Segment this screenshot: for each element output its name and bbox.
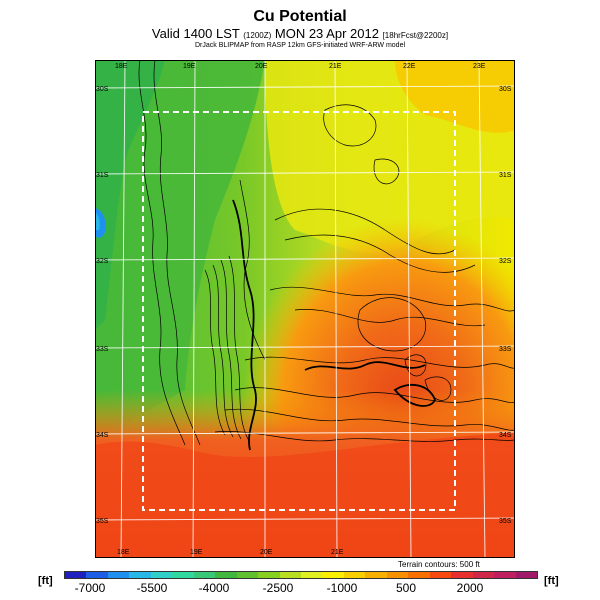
map-border [95, 60, 515, 558]
lat-label: 32S [499, 258, 512, 265]
legend-swatch [451, 572, 473, 578]
lon-label: 22E [403, 63, 416, 70]
lat-label: 31S [499, 172, 512, 179]
inner-domain-box [142, 111, 456, 511]
field-green-west [95, 60, 265, 440]
lon-label: 18E [115, 63, 128, 70]
lat-label: 34S [96, 432, 109, 439]
lat-label: 30S [96, 86, 109, 93]
lon-labels-top: 18E 19E 20E 21E 22E 23E [115, 63, 486, 70]
legend-swatch [472, 572, 495, 578]
lat-label: 35S [96, 518, 109, 525]
legend-unit-left: [ft] [38, 575, 53, 587]
valid-time: Valid 1400 LST [151, 26, 240, 41]
legend-swatch [429, 572, 452, 578]
legend-tick: -5500 [136, 581, 168, 595]
terrain-note: Terrain contours: 500 ft [398, 560, 480, 569]
lon-label: 20E [255, 63, 268, 70]
legend-swatch [193, 572, 216, 578]
legend-swatch [343, 572, 366, 578]
legend-swatch [515, 572, 537, 578]
legend-swatch [279, 572, 301, 578]
legend-tick: -2500 [262, 581, 294, 595]
legend-unit-right: [ft] [544, 575, 559, 587]
legend-swatch [129, 572, 151, 578]
legend-tick: 2000 [456, 581, 484, 595]
lat-label: 30S [499, 86, 512, 93]
lon-label: 21E [329, 63, 342, 70]
lat-label: 35S [499, 518, 512, 525]
lat-label: 34S [499, 432, 512, 439]
valid-date: MON 23 Apr 2012 [274, 26, 379, 41]
legend-swatch [494, 572, 516, 578]
map-svg: 18E 19E 20E 21E 22E 23E 18E 19E 20E 21E … [95, 60, 515, 558]
legend-tick: 500 [395, 581, 417, 595]
lon-labels-bottom: 18E 19E 20E 21E [117, 549, 344, 556]
graticule [95, 60, 515, 558]
legend-swatch [408, 572, 430, 578]
color-legend [64, 571, 538, 579]
lat-label: 33S [96, 346, 109, 353]
legend-swatch [107, 572, 130, 578]
field-cyan-patch [95, 212, 100, 230]
legend-tick: -7000 [74, 581, 106, 595]
legend-tick: -1000 [326, 581, 358, 595]
forecast-info: [18hrFcst@2200z] [382, 31, 449, 40]
lon-label: 18E [117, 549, 130, 556]
model-credit: DrJack BLIPMAP from RASP 12km GFS-initia… [194, 42, 406, 49]
legend-swatch [236, 572, 259, 578]
lon-label: 23E [473, 63, 486, 70]
map-title: Cu Potential [253, 8, 347, 25]
lat-labels-right: 30S 31S 32S 33S 34S 35S [499, 86, 512, 525]
lon-label: 21E [331, 549, 344, 556]
legend-swatch [65, 572, 87, 578]
field-green-coast [95, 60, 165, 330]
lat-labels-left: 30S 31S 32S 33S 34S 35S [96, 86, 109, 525]
utc-time: (1200Z) [243, 31, 272, 40]
legend-swatch [215, 572, 237, 578]
lon-label: 20E [260, 549, 273, 556]
map-panel[interactable]: 18E 19E 20E 21E 22E 23E 18E 19E 20E 21E … [95, 60, 515, 558]
lat-label: 32S [96, 258, 109, 265]
lat-label: 31S [96, 172, 109, 179]
terrain-contours-major [232, 199, 436, 451]
legend-swatch [150, 572, 173, 578]
field-orange-northeast [395, 60, 515, 133]
legend-swatch [365, 572, 387, 578]
legend-swatch [86, 572, 108, 578]
legend-swatch [172, 572, 194, 578]
legend-swatch [300, 572, 323, 578]
lat-label: 33S [499, 346, 512, 353]
legend-swatch [386, 572, 409, 578]
legend-tick: -4000 [198, 581, 230, 595]
map-subtitle: Valid 1400 LST (1200Z) MON 23 Apr 2012 [… [0, 26, 600, 41]
lon-label: 19E [183, 63, 196, 70]
terrain-contours [138, 60, 515, 446]
lon-label: 19E [190, 549, 203, 556]
legend-swatch [322, 572, 344, 578]
legend-swatch [258, 572, 280, 578]
